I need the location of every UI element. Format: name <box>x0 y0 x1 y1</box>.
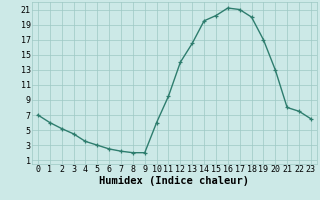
X-axis label: Humidex (Indice chaleur): Humidex (Indice chaleur) <box>100 176 249 186</box>
